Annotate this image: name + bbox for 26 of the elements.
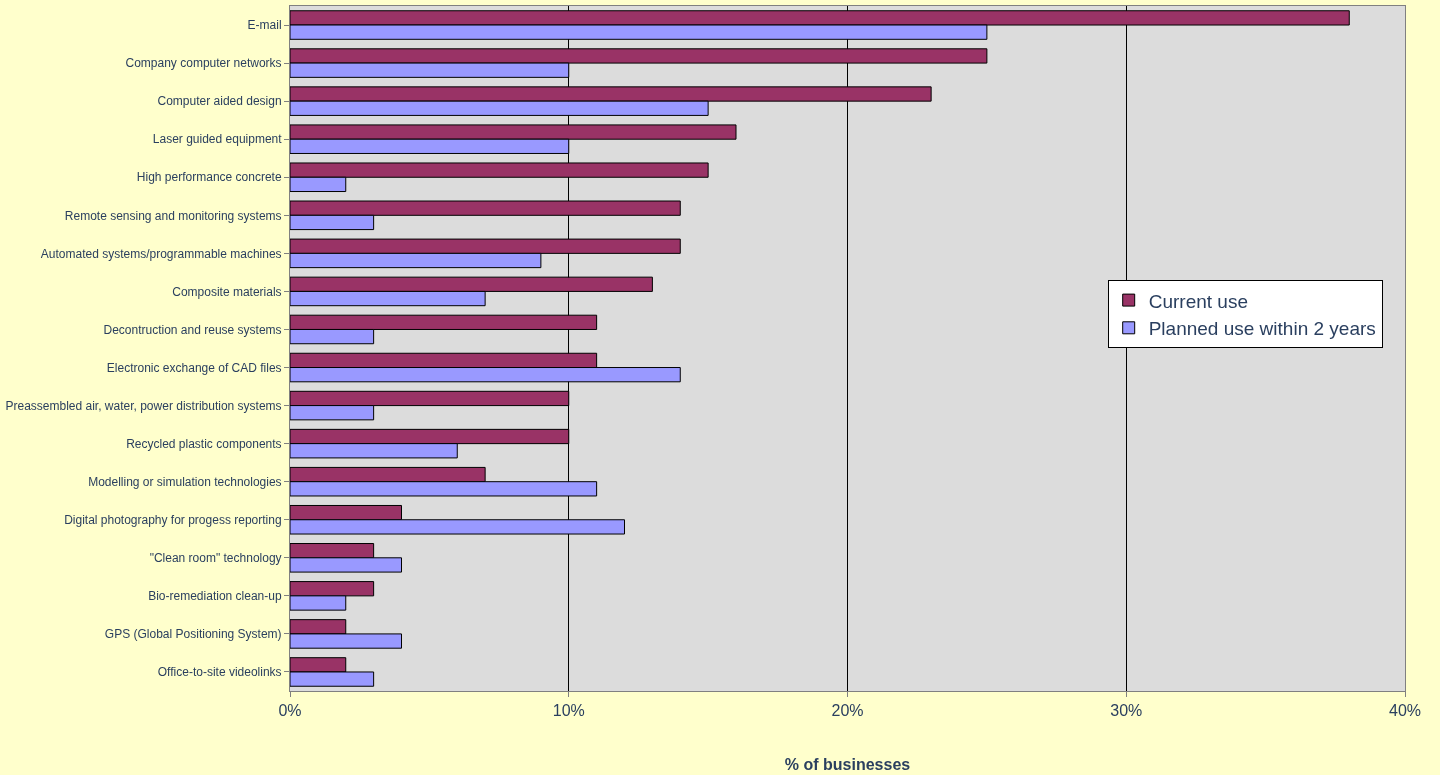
x-tick-label: 30% — [1110, 702, 1143, 720]
y-tick-label: Automated systems/programmable machines — [40, 246, 282, 261]
x-tick-label: 20% — [831, 702, 864, 720]
y-tick-label: Recycled plastic components — [126, 436, 282, 451]
x-tick-label: 10% — [552, 702, 585, 720]
y-tick-label: Decontruction and reuse systems — [103, 322, 282, 337]
y-tick-label: Composite materials — [172, 284, 282, 299]
y-tick-label: GPS (Global Positioning System) — [104, 627, 282, 642]
y-tick-label: Electronic exchange of CAD files — [106, 360, 282, 375]
y-tick-label: "Clean room" technology — [149, 551, 282, 566]
y-tick-label: Modelling or simulation technologies — [88, 474, 282, 489]
y-tick-label: Remote sensing and monitoring systems — [64, 208, 282, 223]
y-tick-label: Digital photography for progess reporting — [64, 512, 282, 527]
y-tick-label: Office-to-site videolinks — [157, 665, 282, 680]
y-tick-label: Laser guided equipment — [152, 132, 283, 147]
x-tick-label: 40% — [1388, 702, 1422, 720]
y-tick-label: E-mail — [247, 18, 282, 33]
y-tick-label: Computer aided design — [157, 94, 282, 109]
x-axis-title: % of businesses — [784, 755, 911, 773]
y-tick-label: Company computer networks — [125, 56, 282, 71]
legend-label: Current use — [1148, 290, 1248, 312]
y-tick-label: Preassembled air, water, power distribution systems — [5, 398, 282, 413]
x-tick-label: 0% — [278, 702, 302, 720]
y-tick-label: High performance concrete — [136, 170, 282, 185]
y-tick-label: Bio-remediation clean-up — [148, 589, 282, 604]
legend-label: Planned use within 2 years — [1148, 318, 1376, 340]
